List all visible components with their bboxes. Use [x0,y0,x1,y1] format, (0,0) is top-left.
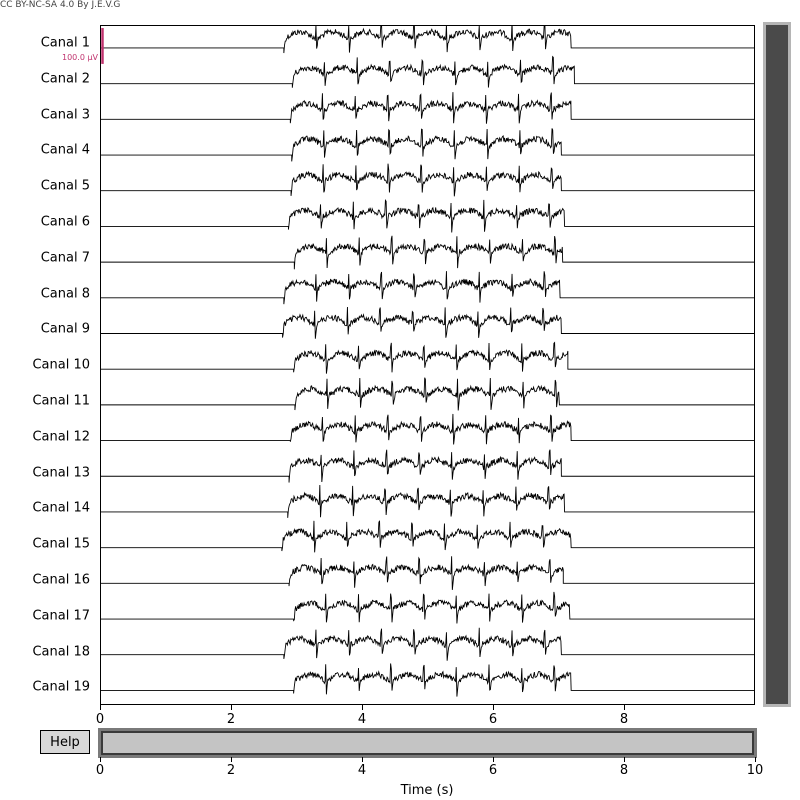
x-tick-mark [493,757,494,762]
channel-trace [101,449,754,483]
channel-trace [101,377,754,411]
channel-trace [101,271,754,305]
x-tick-label: 0 [95,763,105,778]
x-tick-label: 6 [488,763,498,778]
channel-scrollbar[interactable] [763,22,791,707]
channel-trace [101,128,754,162]
x-tick-label: 10 [746,763,764,778]
x-tick-mark [231,705,232,710]
channel-label[interactable]: Canal 6 [40,214,90,230]
x-tick-mark [231,757,232,762]
x-tick-label: 4 [357,712,367,727]
license-text: CC BY-NC-SA 4.0 By J.E.V.G [0,0,121,10]
x-tick-label: 8 [619,712,629,727]
x-tick-label: 8 [619,763,629,778]
scale-bar-label: 100.0 µV [62,53,99,62]
channel-label[interactable]: Canal 19 [32,679,90,695]
x-tick-mark [362,705,363,710]
x-tick-label: 2 [226,712,236,727]
channel-trace [101,55,754,88]
time-scrollbar-thumb[interactable] [101,731,754,755]
channel-trace [101,485,754,518]
x-tick-mark [624,705,625,710]
channel-label[interactable]: Canal 10 [32,357,90,373]
x-tick-label: 6 [488,712,498,727]
channel-label[interactable]: Canal 9 [40,321,90,337]
channel-scrollbar-thumb[interactable] [766,25,788,704]
channel-trace [101,556,754,590]
channel-trace [101,520,754,553]
channel-label[interactable]: Canal 15 [32,536,90,552]
channel-label-column: Canal 1 Canal 2 Canal 3 Canal 4 Canal 5 Canal… [0,0,100,800]
channel-label[interactable]: Canal 11 [32,393,90,409]
channel-label[interactable]: Canal 3 [40,107,90,123]
channel-trace [101,413,754,445]
channel-label[interactable]: Canal 1 [40,35,90,51]
x-tick-label: 4 [357,763,367,778]
channel-label[interactable]: Canal 18 [32,644,90,660]
channel-label[interactable]: Canal 14 [32,500,90,516]
channel-trace [101,235,754,270]
x-tick-mark [624,757,625,762]
channel-trace [101,198,754,233]
channel-trace [101,306,754,339]
x-axis-label: Time (s) [400,783,454,798]
x-tick-mark [362,757,363,762]
channel-label[interactable]: Canal 7 [40,250,90,266]
channel-trace [101,92,754,124]
channel-label[interactable]: Canal 4 [40,142,90,158]
channel-trace [101,341,754,374]
channel-trace [101,163,754,197]
x-tick-mark [100,705,101,710]
channel-label[interactable]: Canal 16 [32,572,90,588]
channel-label[interactable]: Canal 2 [40,71,90,87]
channel-label[interactable]: Canal 5 [40,178,90,194]
channel-label[interactable]: Canal 12 [32,429,90,445]
channel-trace [101,627,754,661]
time-scrollbar[interactable] [98,728,757,758]
x-tick-label: 2 [226,763,236,778]
channel-label[interactable]: Canal 13 [32,465,90,481]
channel-trace [101,591,754,624]
channel-label[interactable]: Canal 8 [40,286,90,302]
channel-trace [101,26,754,54]
help-button[interactable]: Help [40,730,90,754]
channel-label[interactable]: Canal 17 [32,608,90,624]
x-tick-mark [755,757,756,762]
eeg-trace-plot[interactable] [100,25,755,705]
x-tick-mark [493,705,494,710]
eeg-traces [101,26,754,697]
x-tick-mark [100,757,101,762]
channel-trace [101,663,754,697]
x-tick-label: 0 [95,712,105,727]
